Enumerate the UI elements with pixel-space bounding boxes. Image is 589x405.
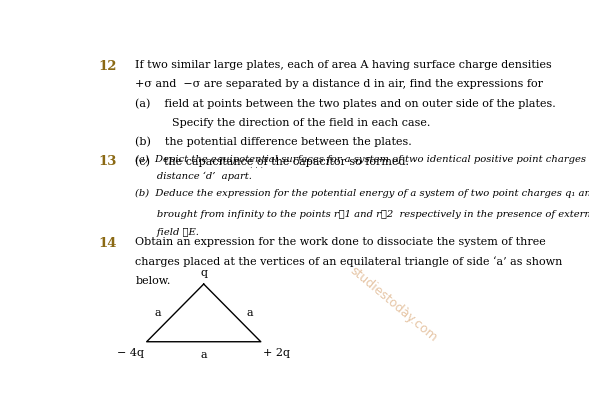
Text: distance ‘d’  apart.: distance ‘d’ apart. — [135, 172, 252, 181]
Text: (c)    the capacitance of the capacitor so formed.: (c) the capacitance of the capacitor so … — [135, 156, 409, 167]
Text: a: a — [200, 350, 207, 360]
Text: (b)    the potential difference between the plates.: (b) the potential difference between the… — [135, 137, 412, 147]
Text: 14: 14 — [99, 237, 117, 250]
Text: (b)  Deduce the expression for the potential energy of a system of two point cha: (b) Deduce the expression for the potent… — [135, 189, 589, 198]
Text: +σ and  −σ are separated by a distance d in air, find the expressions for: +σ and −σ are separated by a distance d … — [135, 79, 543, 89]
Text: 12: 12 — [99, 60, 117, 72]
Text: Obtain an expression for the work done to dissociate the system of three: Obtain an expression for the work done t… — [135, 237, 546, 247]
Text: studiestodày.com: studiestodày.com — [347, 264, 439, 345]
Text: charges placed at the vertices of an equilateral triangle of side ‘a’ as shown: charges placed at the vertices of an equ… — [135, 257, 562, 267]
Text: + 2q: + 2q — [263, 348, 290, 358]
Text: Specify the direction of the field in each case.: Specify the direction of the field in ea… — [172, 117, 430, 128]
Text: (a)    field at points between the two plates and on outer side of the plates.: (a) field at points between the two plat… — [135, 98, 556, 109]
Text: brought from infinity to the points r⃗1 and r⃗2  respectively in the presence of: brought from infinity to the points r⃗1 … — [135, 210, 589, 220]
Text: q: q — [200, 269, 207, 278]
Text: . . .: . . . — [250, 161, 263, 171]
Text: below.: below. — [135, 276, 171, 286]
Text: If two similar large plates, each of area A having surface charge densities: If two similar large plates, each of are… — [135, 60, 552, 70]
Text: 13: 13 — [99, 155, 117, 168]
Text: a: a — [246, 308, 253, 318]
Text: a: a — [154, 308, 161, 318]
Text: − 4q: − 4q — [117, 348, 144, 358]
Text: (a)  Depict the equipotential surfaces for a system of two identical positive po: (a) Depict the equipotential surfaces fo… — [135, 155, 589, 164]
Text: field ⃗E.: field ⃗E. — [135, 228, 199, 237]
